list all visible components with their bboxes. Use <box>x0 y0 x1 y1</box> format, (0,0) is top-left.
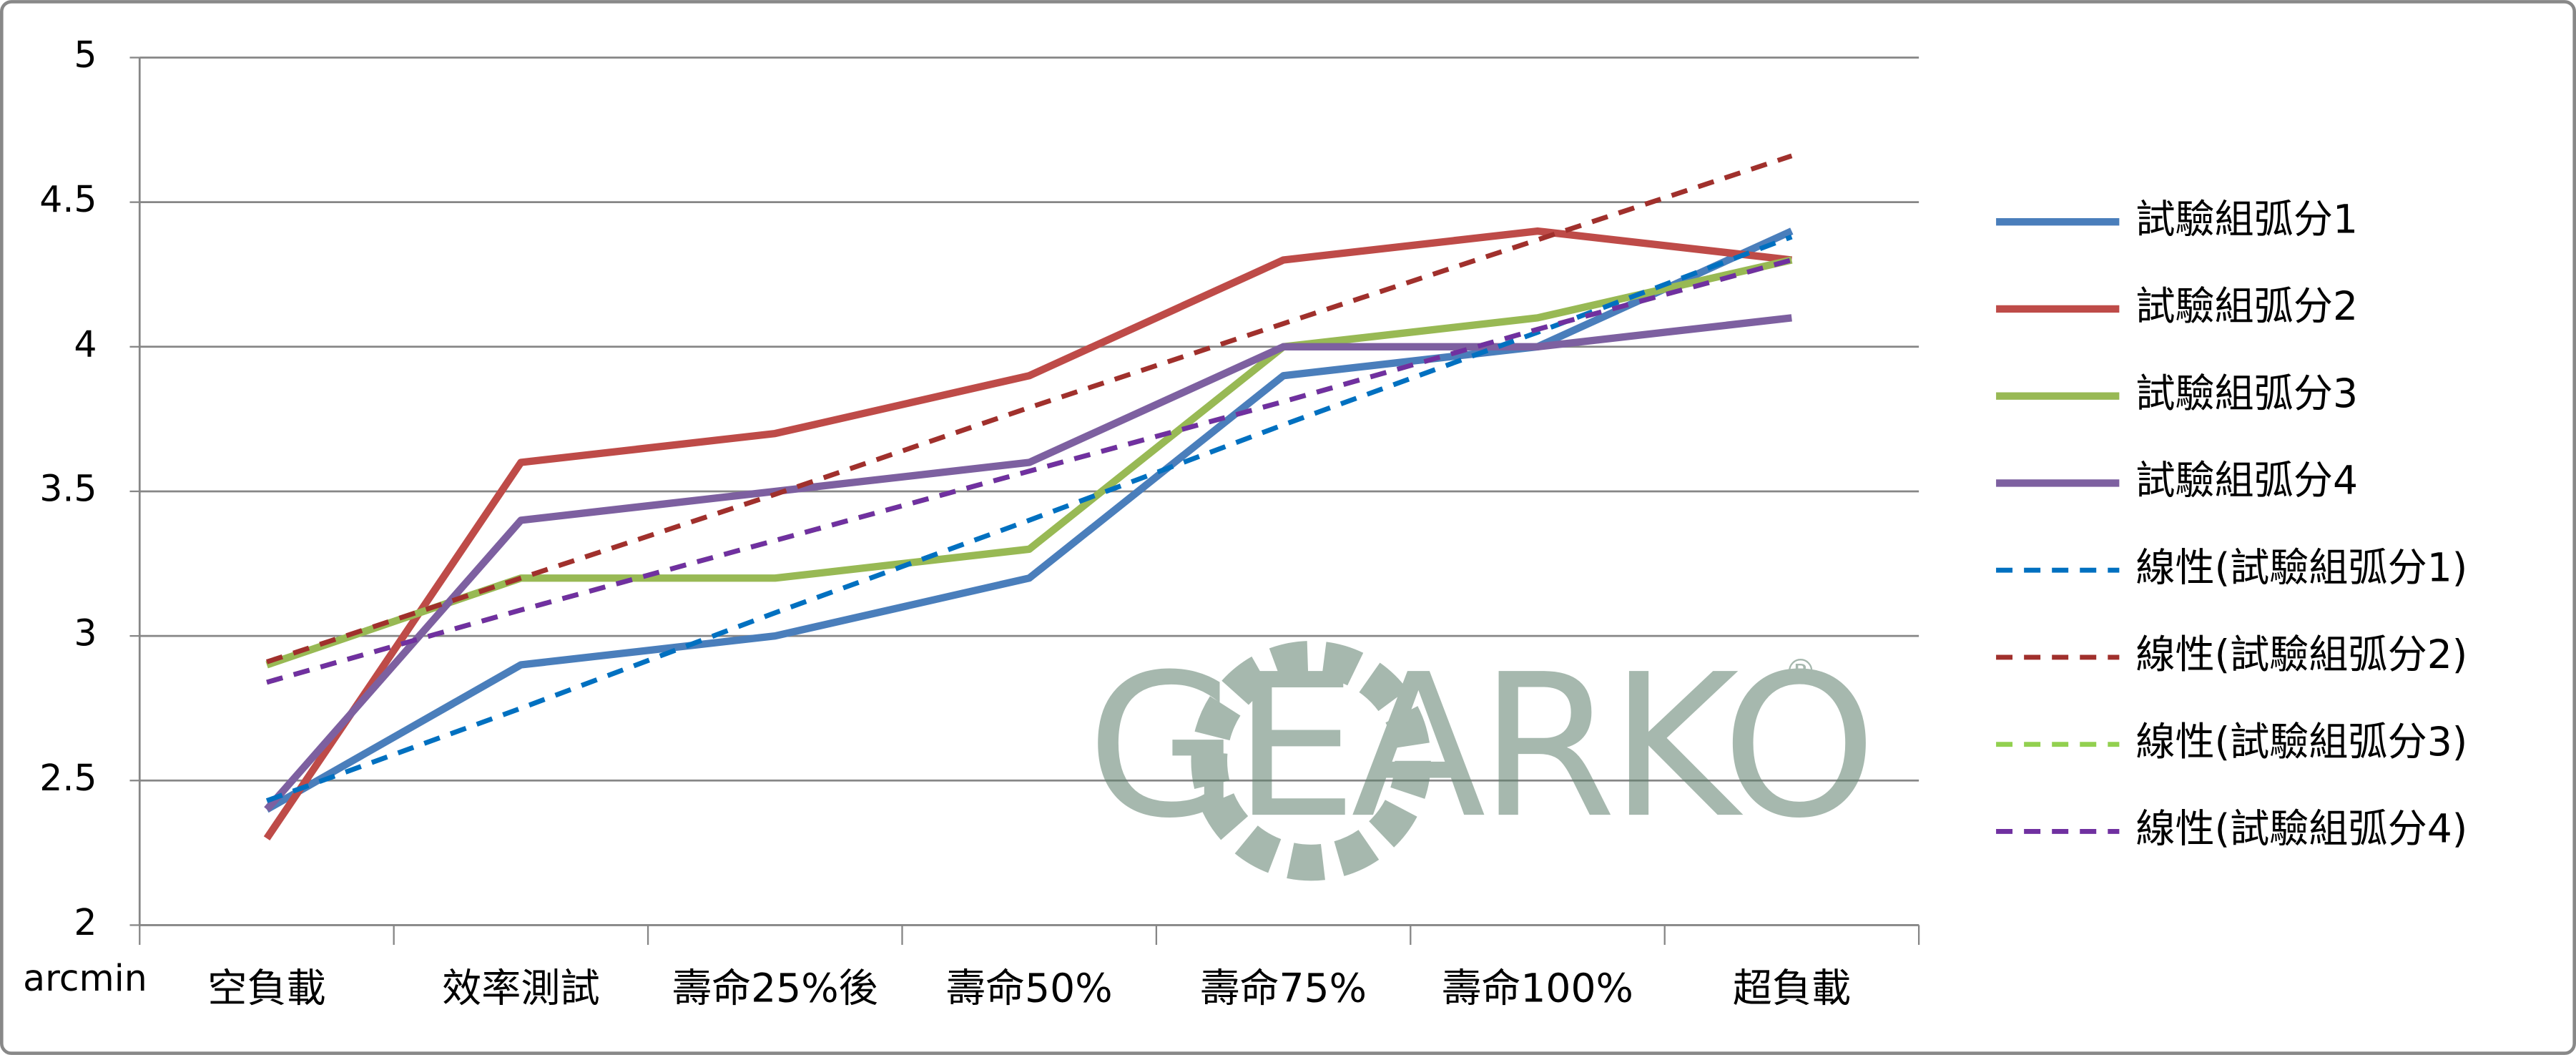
y-tick-label: 4.5 <box>39 178 97 220</box>
legend-label: 線性(試驗組弧分3) <box>2135 720 2467 765</box>
trend-line <box>266 257 1793 685</box>
series-line <box>264 314 1792 813</box>
legend-label: 試驗組弧分1 <box>2135 197 2358 242</box>
legend-label: 試驗組弧分2 <box>2135 284 2358 330</box>
y-axis-label: arcmin <box>23 957 147 999</box>
y-tick-label: 3.5 <box>39 467 97 509</box>
x-tick-label: 壽命100% <box>1442 966 1633 1011</box>
y-tick-label: 3 <box>74 612 97 654</box>
y-tick-label: 2.5 <box>39 757 97 799</box>
legend-label: 試驗組弧分4 <box>2135 458 2358 504</box>
trend-line <box>265 234 1793 803</box>
x-tick-label: 空負載 <box>207 966 325 1011</box>
legend-label: 試驗組弧分3 <box>2135 371 2358 417</box>
legend-label: 線性(試驗組弧分2) <box>2135 632 2467 678</box>
legend: 試驗組弧分1 試驗組弧分2 試驗組弧分3 試驗組弧分4 線性(試驗組弧分1) 線性(試驗組… <box>1996 197 2467 853</box>
series-line <box>263 227 1792 841</box>
y-tick-label: 4 <box>74 323 97 365</box>
y-tick-label: 2 <box>74 901 97 943</box>
legend-label: 線性(試驗組弧分4) <box>2135 807 2467 853</box>
watermark-gear <box>1191 641 1431 881</box>
x-tick-label: 壽命75% <box>1200 966 1367 1011</box>
trend-line <box>265 153 1793 664</box>
legend-label: 線性(試驗組弧分1) <box>2135 545 2467 591</box>
x-tick-label: 效率測試 <box>442 966 599 1011</box>
watermark: GEARKO ® <box>1087 632 1877 881</box>
watermark-mark: ® <box>1784 652 1817 690</box>
x-tick-label: 壽命50% <box>946 966 1113 1011</box>
watermark-text: GEARKO <box>1087 632 1870 862</box>
x-tick-label: 超負載 <box>1733 966 1851 1011</box>
x-tick-label: 壽命25%後 <box>672 966 878 1011</box>
y-tick-label: 5 <box>74 34 97 76</box>
